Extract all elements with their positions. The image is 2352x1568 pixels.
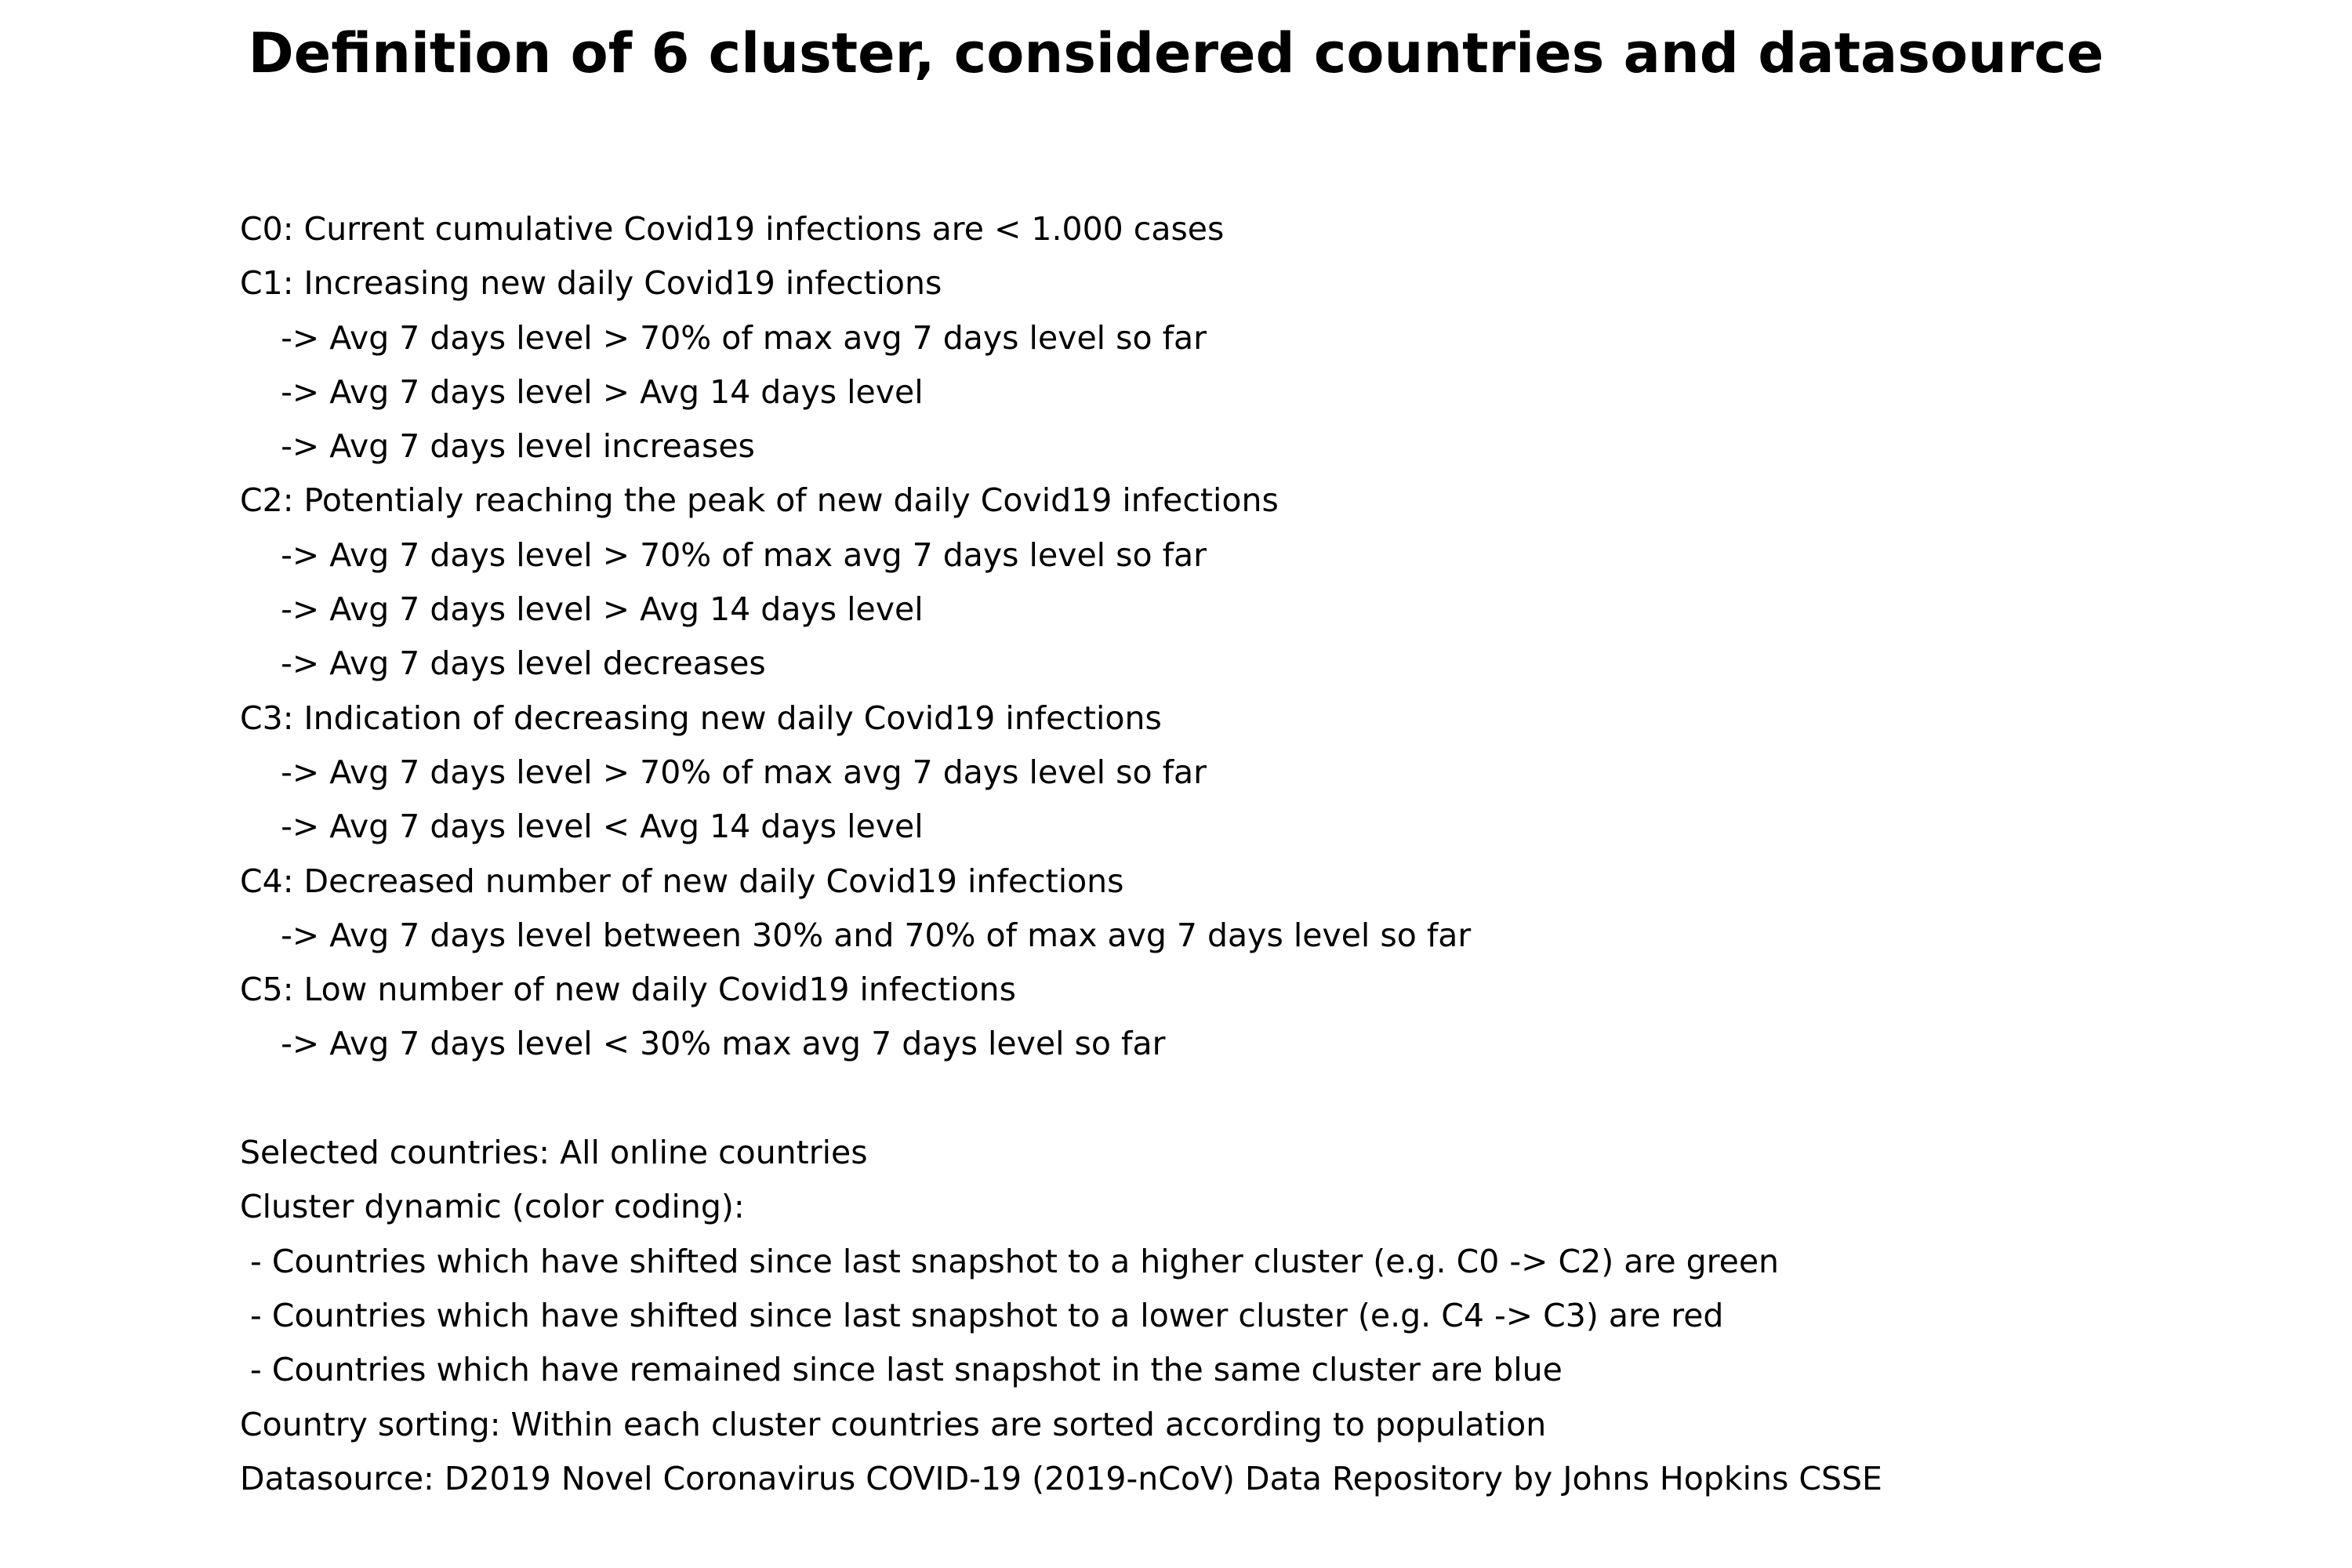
page-title: Definition of 6 cluster, considered coun… [248,21,2104,85]
text-line: -> Avg 7 days level between 30% and 70% … [240,916,1472,954]
text-line: -> Avg 7 days level > 70% of max avg 7 d… [240,753,1207,791]
text-line: -> Avg 7 days level > 70% of max avg 7 d… [240,535,1207,574]
text-line: -> Avg 7 days level decreases [240,644,766,683]
text-line: C0: Current cumulative Covid19 infection… [240,210,1225,248]
text-line: - Countries which have shifted since las… [240,1242,1780,1280]
text-line: Cluster dynamic (color coding): [240,1188,745,1226]
text-line: -> Avg 7 days level increases [240,427,755,466]
definition-text-block: C0: Current cumulative Covid19 infection… [240,205,1882,1509]
text-line: -> Avg 7 days level > Avg 14 days level [240,372,924,411]
text-line: - Countries which have shifted since las… [240,1296,1724,1334]
text-line: C1: Increasing new daily Covid19 infecti… [240,264,942,303]
blank-line [240,1075,1882,1129]
text-line: -> Avg 7 days level < Avg 14 days level [240,808,924,846]
text-line: C3: Indication of decreasing new daily C… [240,699,1162,737]
text-line: C2: Potentialy reaching the peak of new … [240,481,1279,520]
text-line: - Countries which have remained since la… [240,1351,1563,1389]
text-line: Country sorting: Within each cluster cou… [240,1405,1547,1443]
text-line: -> Avg 7 days level > Avg 14 days level [240,590,924,629]
text-line: Datasource: D2019 Novel Coronavirus COVI… [240,1459,1882,1497]
text-line: -> Avg 7 days level > 70% of max avg 7 d… [240,318,1207,357]
text-line: -> Avg 7 days level < 30% max avg 7 days… [240,1025,1166,1063]
text-line: C4: Decreased number of new daily Covid1… [240,862,1124,900]
text-line: Selected countries: All online countries [240,1134,868,1172]
text-line: C5: Low number of new daily Covid19 infe… [240,971,1017,1009]
